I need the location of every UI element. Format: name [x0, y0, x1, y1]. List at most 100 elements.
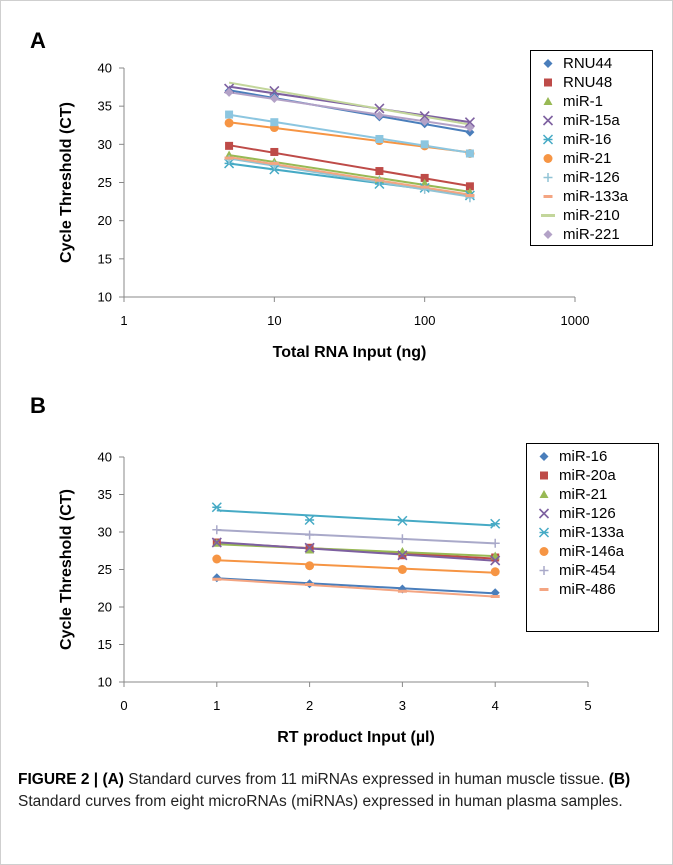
- x-tick-label: 0: [120, 698, 127, 713]
- data-point: [304, 542, 315, 553]
- legend-marker: [537, 111, 559, 130]
- legend-item: RNU48: [537, 73, 612, 92]
- data-point: [419, 111, 430, 122]
- data-point: [224, 156, 234, 160]
- x-tick-label: 1: [213, 698, 220, 713]
- legend-label: miR-210: [563, 207, 620, 224]
- data-point: [490, 518, 501, 529]
- legend-label: miR-20a: [559, 467, 616, 484]
- legend-label: miR-15a: [563, 112, 620, 129]
- data-point: [490, 555, 501, 566]
- data-point: [397, 550, 408, 561]
- legend-label: miR-126: [563, 169, 620, 186]
- legend-symbol: [543, 154, 553, 163]
- x-tick-label: 1000: [561, 313, 590, 328]
- legend-item: miR-454: [533, 561, 616, 580]
- legend-marker: [533, 523, 555, 542]
- caption-a-text: Standard curves from 11 miRNAs expressed…: [123, 771, 609, 788]
- y-tick-label: 25: [98, 175, 112, 190]
- legend-marker: [537, 206, 559, 225]
- legend-symbol: [542, 134, 554, 145]
- data-point: [465, 149, 474, 158]
- legend-marker: [533, 580, 555, 599]
- trend-line: [228, 154, 471, 193]
- data-point: [305, 583, 315, 586]
- data-point: [374, 178, 384, 182]
- legend-item: miR-133a: [533, 523, 624, 542]
- legend-item: miR-15a: [537, 111, 620, 130]
- data-point: [305, 561, 315, 571]
- data-point: [374, 110, 384, 120]
- y-tick-label: 30: [98, 525, 112, 540]
- legend-label: RNU48: [563, 74, 613, 91]
- data-point: [465, 193, 475, 197]
- legend-item: miR-146a: [533, 542, 624, 561]
- legend-symbol: [543, 59, 553, 68]
- legend-item: miR-16: [537, 130, 611, 149]
- legend-item: miR-20a: [533, 466, 616, 485]
- chart-b: 10 15 20 25 30 35 40 0 1 2 3 4 5 RT product Input (µl…: [58, 450, 592, 747]
- legend-label: miR-133a: [563, 188, 629, 205]
- data-point: [225, 141, 234, 150]
- y-tick-label: 40: [98, 450, 112, 465]
- data-point: [375, 134, 384, 143]
- legend-label: miR-454: [559, 562, 616, 579]
- legend-item: miR-210: [537, 206, 620, 225]
- y-tick-label: 10: [98, 675, 112, 690]
- data-point: [397, 565, 407, 574]
- data-point: [397, 515, 408, 526]
- data-point: [490, 538, 500, 548]
- data-point: [212, 577, 222, 581]
- legend-b: miR-16 miR-20a miR-21 miR-126 miR-133a miR-14…: [526, 443, 659, 632]
- legend-marker: [537, 54, 559, 73]
- trend-line: [216, 578, 496, 598]
- panel-a-letter: A: [30, 28, 46, 53]
- trend-line: [228, 91, 471, 129]
- legend-label: miR-21: [559, 486, 608, 503]
- data-point: [211, 502, 222, 513]
- legend-item: miR-126: [537, 168, 620, 187]
- trend-line: [228, 144, 471, 188]
- legend-item: miR-21: [537, 149, 611, 168]
- data-point: [211, 537, 222, 548]
- legend-marker: [537, 92, 559, 111]
- y-axis-title: Cycle Threshold (CT): [58, 102, 75, 263]
- x-axis-title: Total RNA Input (ng): [273, 344, 427, 361]
- legend-marker: [533, 561, 555, 580]
- data-point: [225, 110, 234, 119]
- y-tick-label: 35: [98, 487, 112, 502]
- legend-item: RNU44: [537, 54, 612, 73]
- data-point: [269, 164, 280, 175]
- legend-item: miR-16: [533, 447, 607, 466]
- data-point: [269, 85, 280, 96]
- x-tick-label: 3: [399, 698, 406, 713]
- data-point: [397, 534, 407, 544]
- data-point: [465, 123, 475, 133]
- legend-label: miR-16: [563, 131, 612, 148]
- legend-marker: [533, 447, 555, 466]
- caption-b-tag: (B): [608, 771, 631, 788]
- x-axis-title: RT product Input (µl): [277, 729, 435, 746]
- data-point: [375, 167, 384, 176]
- data-point: [224, 87, 234, 97]
- data-point: [420, 185, 430, 189]
- legend-symbol: [539, 588, 549, 591]
- legend-marker: [533, 504, 555, 523]
- legend-label: miR-133a: [559, 524, 625, 541]
- data-point: [420, 140, 429, 149]
- legend-marker: [537, 187, 559, 206]
- trend-line: [216, 559, 496, 574]
- y-tick-label: 15: [98, 637, 112, 652]
- y-tick-label: 15: [98, 251, 112, 266]
- legend-item: miR-21: [533, 485, 607, 504]
- legend-label: miR-126: [559, 505, 616, 522]
- legend-marker: [537, 168, 559, 187]
- y-axis-title: Cycle Threshold (CT): [58, 489, 75, 650]
- legend-symbol: [544, 78, 552, 87]
- legend-symbol: [539, 490, 549, 498]
- y-tick-label: 25: [98, 562, 112, 577]
- y-tick-label: 40: [98, 61, 112, 76]
- x-tick-label: 100: [414, 313, 436, 328]
- legend-label: miR-16: [559, 448, 608, 465]
- data-point: [269, 161, 279, 165]
